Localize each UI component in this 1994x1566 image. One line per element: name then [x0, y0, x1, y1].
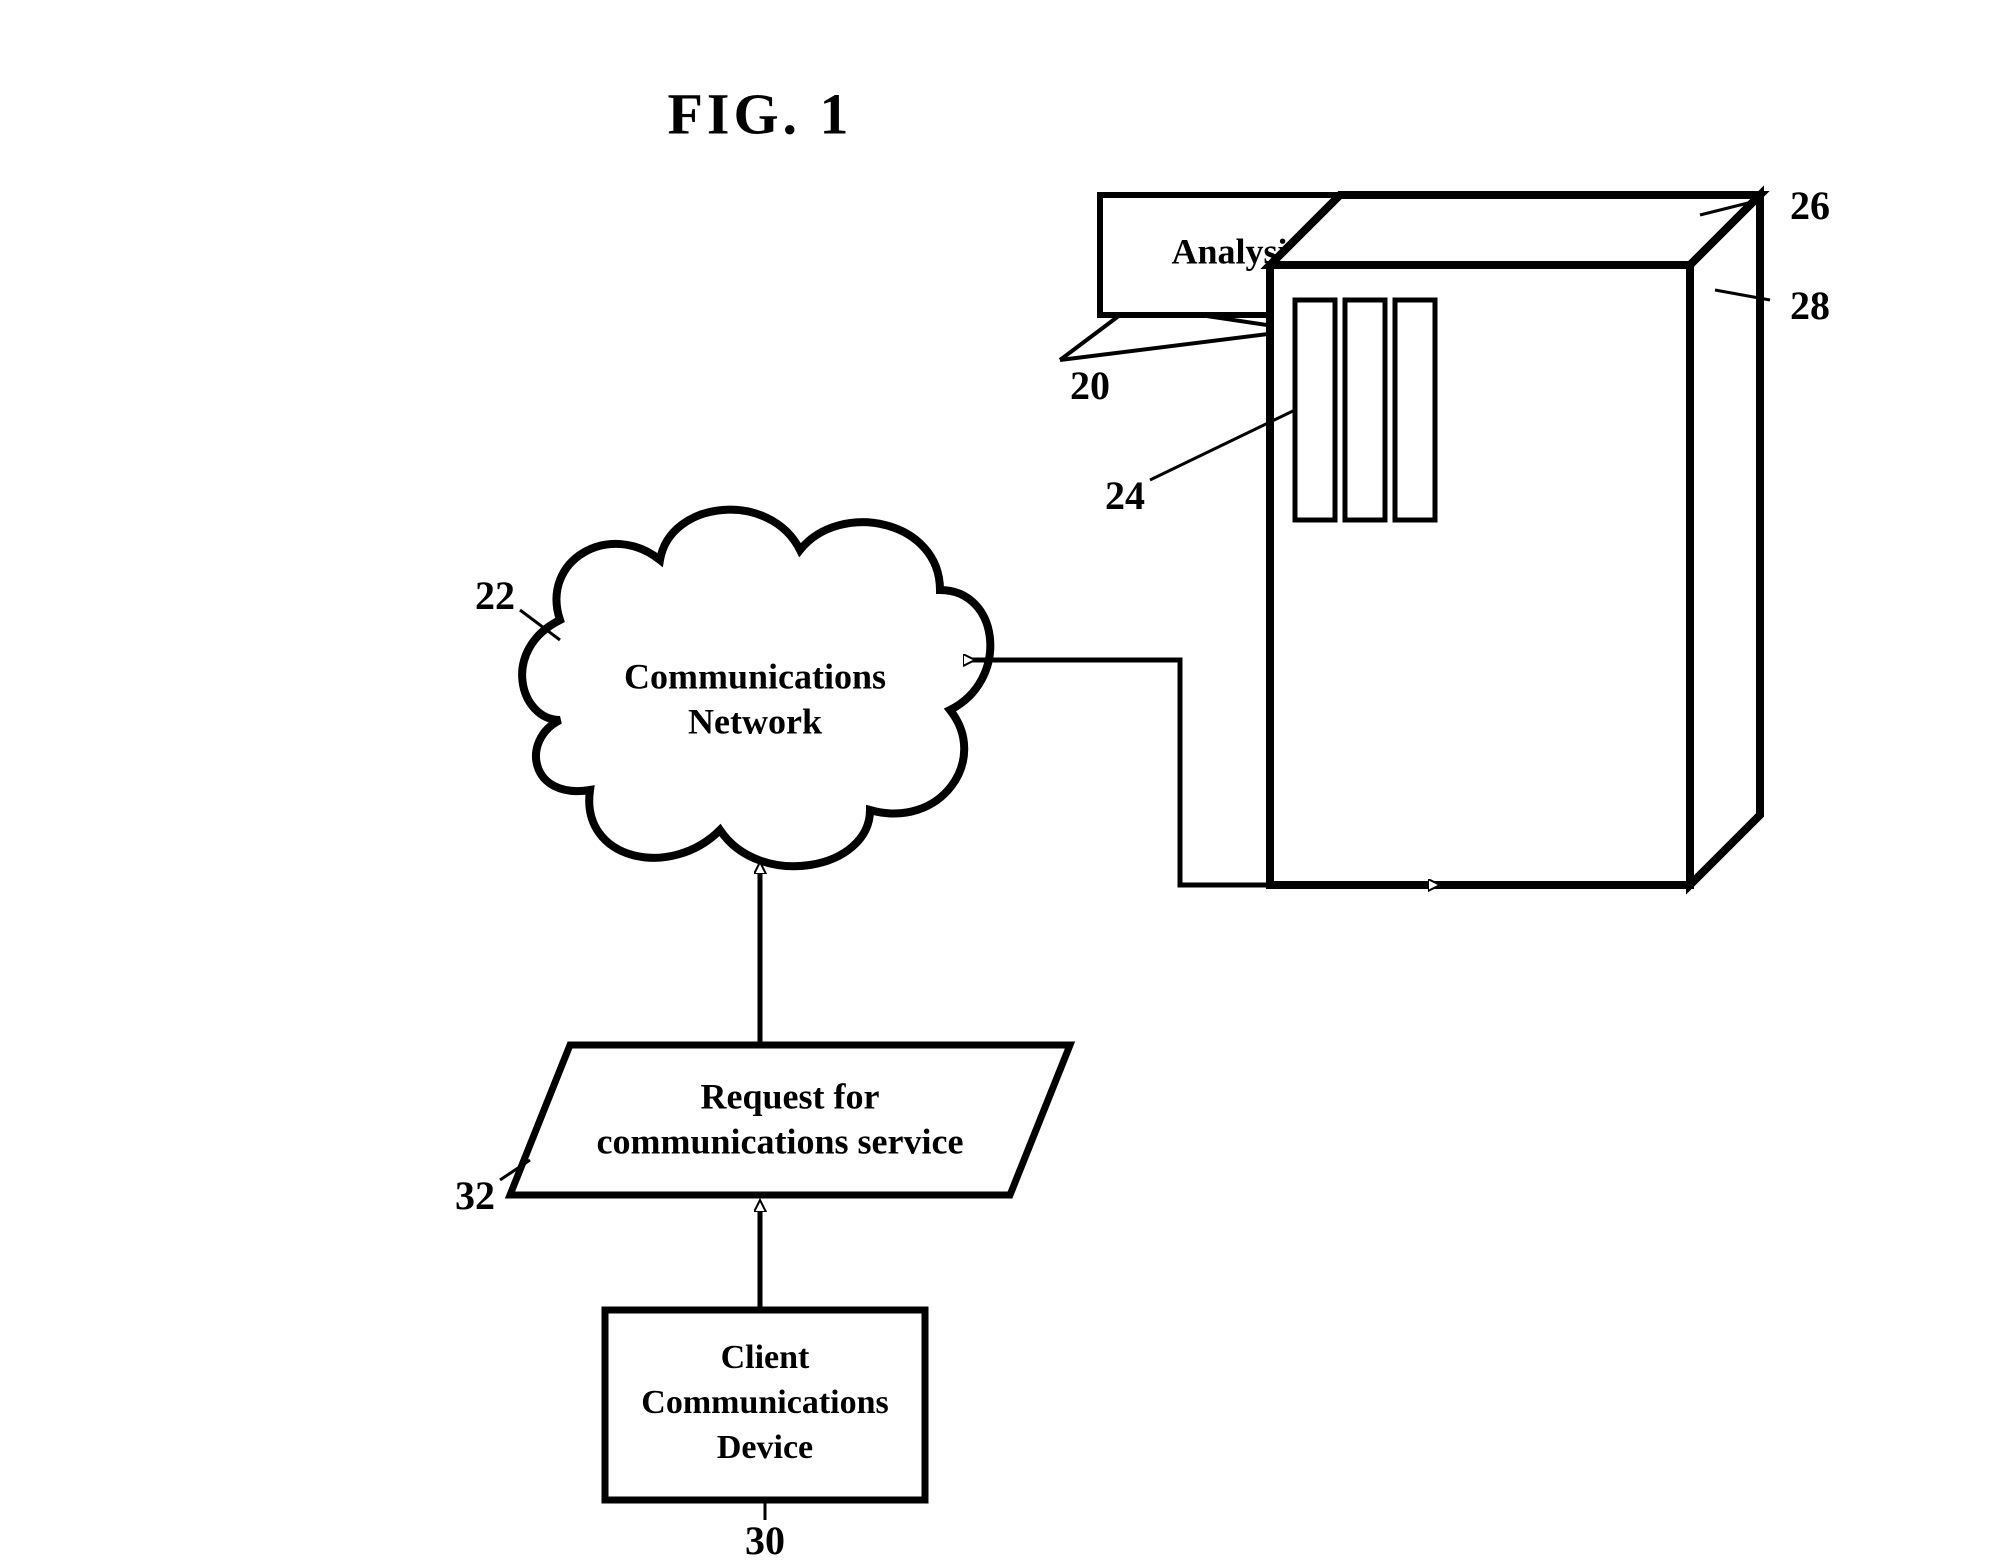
client-label-3: Device: [717, 1429, 813, 1466]
cloud-label-1: Communications: [624, 656, 886, 696]
server-node: [1270, 195, 1760, 885]
client-label-2: Communications: [641, 1384, 888, 1421]
client-ref: 30: [745, 1500, 785, 1563]
client-label-1: Client: [721, 1339, 810, 1376]
ref-28: 28: [1790, 283, 1830, 328]
ref-20: 20: [1070, 363, 1110, 408]
cloud-label-2: Network: [688, 701, 822, 741]
ref-30: 30: [745, 1518, 785, 1563]
request-node: Request for communications service: [510, 1045, 1070, 1195]
cloud-node: Communications Network: [522, 510, 990, 867]
request-label-1: Request for: [701, 1076, 880, 1116]
ref-26: 26: [1790, 183, 1830, 228]
analysis-module-callout: [1060, 315, 1300, 360]
cloud-ref: 22: [475, 573, 560, 640]
client-node: Client Communications Device: [605, 1310, 925, 1500]
ref-22: 22: [475, 573, 515, 618]
ref-32: 32: [455, 1173, 495, 1218]
figure-title: FIG. 1: [667, 81, 852, 146]
ref-24: 24: [1105, 473, 1145, 518]
request-label-2: communications service: [597, 1121, 964, 1161]
